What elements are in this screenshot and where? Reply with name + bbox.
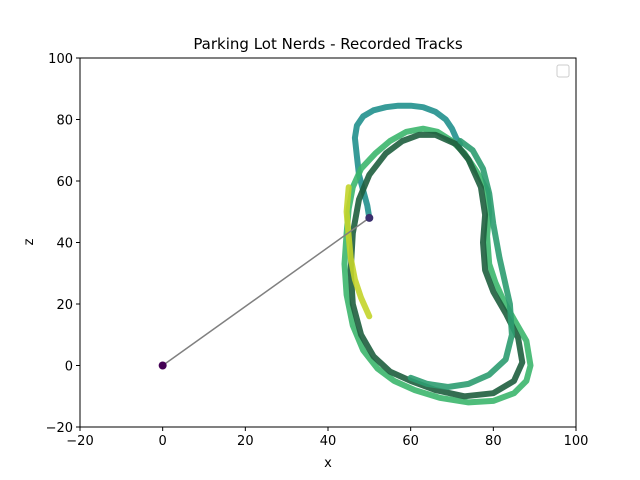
x-tick-label: −20 <box>66 434 93 449</box>
x-tick-label: 100 <box>564 434 589 449</box>
y-tick-label: 100 <box>48 52 73 67</box>
point-marker-2 <box>365 213 374 222</box>
y-tick-label: 0 <box>65 360 73 375</box>
chart-title: Parking Lot Nerds - Recorded Tracks <box>193 35 463 53</box>
x-tick-label: 80 <box>485 434 502 449</box>
x-tick-label: 60 <box>402 434 419 449</box>
markers-layer <box>158 213 374 370</box>
y-tick-label: 20 <box>56 298 73 313</box>
x-tick-label: 40 <box>320 434 337 449</box>
y-tick-label: 60 <box>56 175 73 190</box>
x-axis: −20 0 20 40 60 80 100 <box>66 427 588 449</box>
legend <box>556 64 570 78</box>
y-tick-label: 40 <box>56 237 73 252</box>
connector-line <box>162 217 370 367</box>
x-tick-label: 20 <box>237 434 254 449</box>
y-axis: −20 0 20 40 60 80 100 <box>46 52 80 436</box>
y-tick-label: −20 <box>46 421 73 436</box>
track-series-2 <box>341 125 534 406</box>
connector-layer <box>162 217 370 367</box>
x-tick-label: 0 <box>159 434 167 449</box>
track-series-5 <box>407 138 515 390</box>
tracks-layer <box>341 102 534 406</box>
x-axis-label: x <box>324 456 332 471</box>
track-series-4 <box>343 184 373 320</box>
y-axis-label: z <box>22 238 37 245</box>
y-tick-label: 80 <box>56 114 73 129</box>
legend-box <box>556 64 570 78</box>
point-marker-1 <box>158 361 167 370</box>
